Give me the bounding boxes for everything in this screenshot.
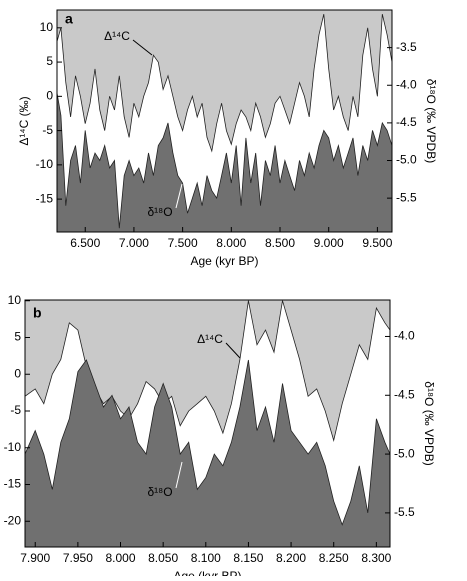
y2-tick-label: -4.5 [394, 387, 415, 401]
x-tick-label: 8.000 [216, 236, 246, 250]
x-tick-label: 8.300 [361, 551, 391, 565]
y2-axis-label: δ¹⁸O (‰ VPDB) [424, 79, 438, 163]
y-tick-label: 5 [14, 330, 21, 344]
y-tick-label: 10 [40, 20, 54, 34]
annotation-arrow [132, 39, 153, 56]
x-axis-label: Age (kyr BP) [190, 254, 258, 268]
x-tick-label: 8.100 [191, 551, 221, 565]
y-tick-label: -5 [10, 403, 21, 417]
x-tick-label: 6.500 [70, 236, 100, 250]
x-tick-label: 8.250 [319, 551, 349, 565]
y-tick-label: -5 [42, 123, 53, 137]
y-tick-label: 5 [46, 54, 53, 68]
y-tick-label: 0 [14, 366, 21, 380]
plot-frame [24, 299, 391, 548]
series-area [25, 300, 390, 442]
y2-tick-label: -4.5 [396, 115, 417, 129]
panel-label: b [33, 305, 42, 321]
y2-tick-label: -4.0 [394, 329, 415, 343]
y-tick-label: -10 [36, 157, 54, 171]
x-tick-label: 7.950 [63, 551, 93, 565]
x-tick-label: 8.000 [105, 551, 135, 565]
x-tick-label: 9.000 [314, 236, 344, 250]
y2-tick-label: -4.0 [396, 77, 417, 91]
x-tick-label: 9.500 [362, 236, 392, 250]
x-tick-label: 8.150 [233, 551, 263, 565]
y2-tick-label: -5.0 [396, 153, 417, 167]
panel-label: a [65, 11, 73, 27]
y2-tick-label: -5.0 [394, 446, 415, 460]
x-axis-label: Age (kyr BP) [173, 569, 241, 576]
y-tick-label: -20 [4, 513, 22, 527]
x-tick-label: 8.500 [265, 236, 295, 250]
y2-axis-label: δ¹⁸O (‰ VPDB) [422, 381, 436, 465]
annotation-arrow [175, 461, 183, 489]
x-tick-label: 8.200 [276, 551, 306, 565]
annotation-arrow [175, 183, 183, 209]
y-axis-label: Δ¹⁴C (‰) [17, 96, 31, 145]
y-tick-label: -15 [4, 477, 22, 491]
y2-tick-label: -3.5 [396, 40, 417, 54]
series-area [57, 92, 392, 232]
y-tick-label: 0 [46, 89, 53, 103]
annotation-arrow [225, 342, 241, 359]
series-annotation: Δ¹⁴C [104, 29, 130, 43]
plot-frame [56, 9, 393, 233]
y2-tick-label: -5.5 [396, 190, 417, 204]
x-tick-label: 7.500 [168, 236, 198, 250]
y2-tick-label: -5.5 [394, 505, 415, 519]
y-tick-label: -15 [36, 191, 54, 205]
series-annotation: δ¹⁸O [147, 485, 172, 499]
series-annotation: Δ¹⁴C [197, 332, 223, 346]
y-tick-label: -10 [4, 440, 22, 454]
series-area [57, 10, 392, 153]
series-area [25, 359, 390, 547]
x-tick-label: 8.050 [148, 551, 178, 565]
series-annotation: δ¹⁸O [147, 205, 172, 219]
x-tick-label: 7.000 [119, 236, 149, 250]
y-tick-label: 10 [8, 293, 22, 307]
x-tick-label: 7.900 [20, 551, 50, 565]
